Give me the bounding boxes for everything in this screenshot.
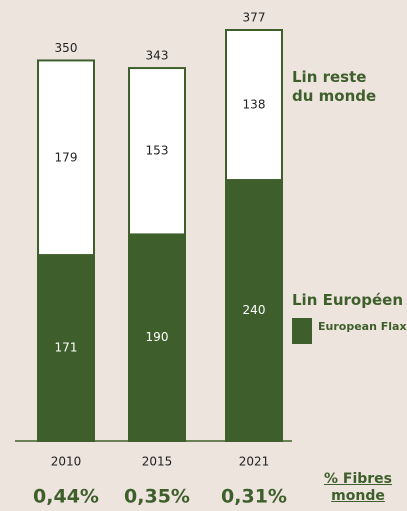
data-label: 171 xyxy=(55,341,78,355)
data-label: 190 xyxy=(146,330,169,344)
share-label: 0,31% xyxy=(221,486,287,508)
share-label: 0,35% xyxy=(124,486,190,508)
bar-segment xyxy=(37,254,95,442)
bar-segment xyxy=(128,233,186,442)
x-tick-label: 2010 xyxy=(51,455,82,469)
data-label: 138 xyxy=(243,98,266,112)
bar-segment xyxy=(225,179,283,443)
legend-entry: Lin reste du monde xyxy=(292,68,377,105)
data-label: 179 xyxy=(55,150,78,164)
data-label: 153 xyxy=(146,144,169,158)
legend-entry: Lin Européen xyxy=(292,291,403,309)
logo-text: European Flax. xyxy=(318,320,407,333)
bar-segment xyxy=(225,29,283,182)
bar-segment xyxy=(128,67,186,236)
share-title: % Fibres monde xyxy=(323,471,393,504)
data-label: 240 xyxy=(243,303,266,317)
total-label: 350 xyxy=(55,41,78,55)
bar-segment xyxy=(37,59,95,257)
share-label: 0,44% xyxy=(33,486,99,508)
total-label: 343 xyxy=(146,49,169,63)
total-label: 377 xyxy=(243,11,266,25)
x-tick-label: 2015 xyxy=(142,455,173,469)
x-tick-label: 2021 xyxy=(239,455,270,469)
logo-icon xyxy=(292,318,312,344)
